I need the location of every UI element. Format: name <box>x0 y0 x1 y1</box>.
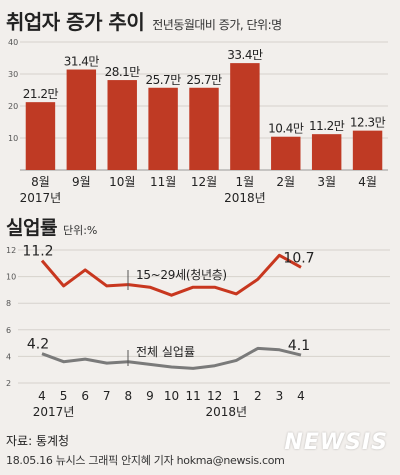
chart-subtitle: 전년동월대비 증가, 단위:명 <box>152 18 282 32</box>
line-x-label: 9 <box>146 389 154 403</box>
bar <box>107 80 137 170</box>
bar <box>189 87 219 170</box>
source-text: 자료: 통계청 <box>6 434 70 448</box>
line-year-label: 2018년 <box>205 405 247 419</box>
credit-text: 18.05.16 뉴시스 그래픽 안지혜 기자 hokma@newsis.com <box>6 454 285 467</box>
bar-x-label: 9월 <box>72 175 91 189</box>
bar-value-label: 33.4만 <box>227 48 263 62</box>
line-x-label: 5 <box>60 389 68 403</box>
bar <box>271 136 301 170</box>
unemployment-header: 실업률 단위:% <box>6 213 97 240</box>
line-y-tick: 4 <box>6 352 11 361</box>
line-x-label: 7 <box>103 389 111 403</box>
line-x-label: 6 <box>81 389 89 403</box>
bar <box>311 134 342 170</box>
title-block: 취업자 증가 추이 전년동월대비 증가, 단위:명 <box>6 6 282 36</box>
line-x-label: 4 <box>297 389 305 403</box>
bar-value-label: 25.7만 <box>186 73 222 87</box>
chart-title: 취업자 증가 추이 <box>6 10 145 34</box>
bar-y-tick: 10 <box>8 134 18 143</box>
youth-line <box>40 253 302 297</box>
bar-year-label: 2017년 <box>20 191 62 205</box>
total-series-label: 전체 실업률 <box>136 345 195 359</box>
series-start-label: 11.2 <box>22 244 53 260</box>
bar <box>230 63 260 171</box>
line-x-label: 1 <box>232 389 240 403</box>
line-x-label: 2 <box>254 389 262 403</box>
bar-x-label: 12월 <box>191 175 217 189</box>
line-year-label: 2017년 <box>33 405 75 419</box>
line-x-label: 8 <box>125 389 133 403</box>
line-x-label: 11 <box>185 389 200 403</box>
bar-y-tick: 20 <box>8 102 18 111</box>
bar-x-label: 11월 <box>150 175 176 189</box>
bar-x-label: 3월 <box>317 175 336 189</box>
line-y-tick: 2 <box>6 379 11 388</box>
bar <box>25 102 56 170</box>
line-x-label: 12 <box>207 389 222 403</box>
bar-year-label: 2018년 <box>224 191 266 205</box>
line-y-tick: 12 <box>6 246 16 255</box>
bar-value-label: 11.2만 <box>309 119 345 133</box>
series-start-label: 4.2 <box>27 337 49 353</box>
line-x-label: 4 <box>38 389 46 403</box>
newsis-logo: NEWSIS <box>284 430 388 455</box>
bar-value-label: 31.4만 <box>64 55 100 69</box>
line-x-label: 3 <box>276 389 284 403</box>
series-end-label: 10.7 <box>283 250 314 266</box>
series-end-label: 4.1 <box>288 338 310 354</box>
bar-y-tick: 40 <box>8 38 18 47</box>
unemployment-title: 실업률 <box>6 217 57 239</box>
total-line <box>41 346 302 370</box>
bar-x-label: 4월 <box>358 175 377 189</box>
bar <box>352 130 383 170</box>
bar-value-label: 28.1만 <box>105 65 141 79</box>
line-y-tick: 8 <box>6 299 11 308</box>
youth-series-label: 15~29세(청년층) <box>136 268 227 282</box>
bar-x-label: 10월 <box>109 175 135 189</box>
bar-x-label: 2월 <box>276 175 295 189</box>
bar-x-label: 8월 <box>31 175 50 189</box>
bar-y-tick: 30 <box>8 70 18 79</box>
bar-x-label: 1월 <box>236 175 255 189</box>
bar-value-label: 10.4만 <box>268 122 304 136</box>
bar <box>66 69 97 170</box>
line-x-label: 10 <box>164 389 179 403</box>
bar <box>148 87 178 170</box>
line-y-tick: 6 <box>6 326 11 335</box>
bar-value-label: 12.3만 <box>350 116 386 130</box>
bar-value-label: 21.2만 <box>23 87 59 101</box>
bar-value-label: 25.7만 <box>145 73 181 87</box>
unemployment-unit: 단위:% <box>62 224 98 237</box>
line-y-tick: 10 <box>6 273 16 282</box>
